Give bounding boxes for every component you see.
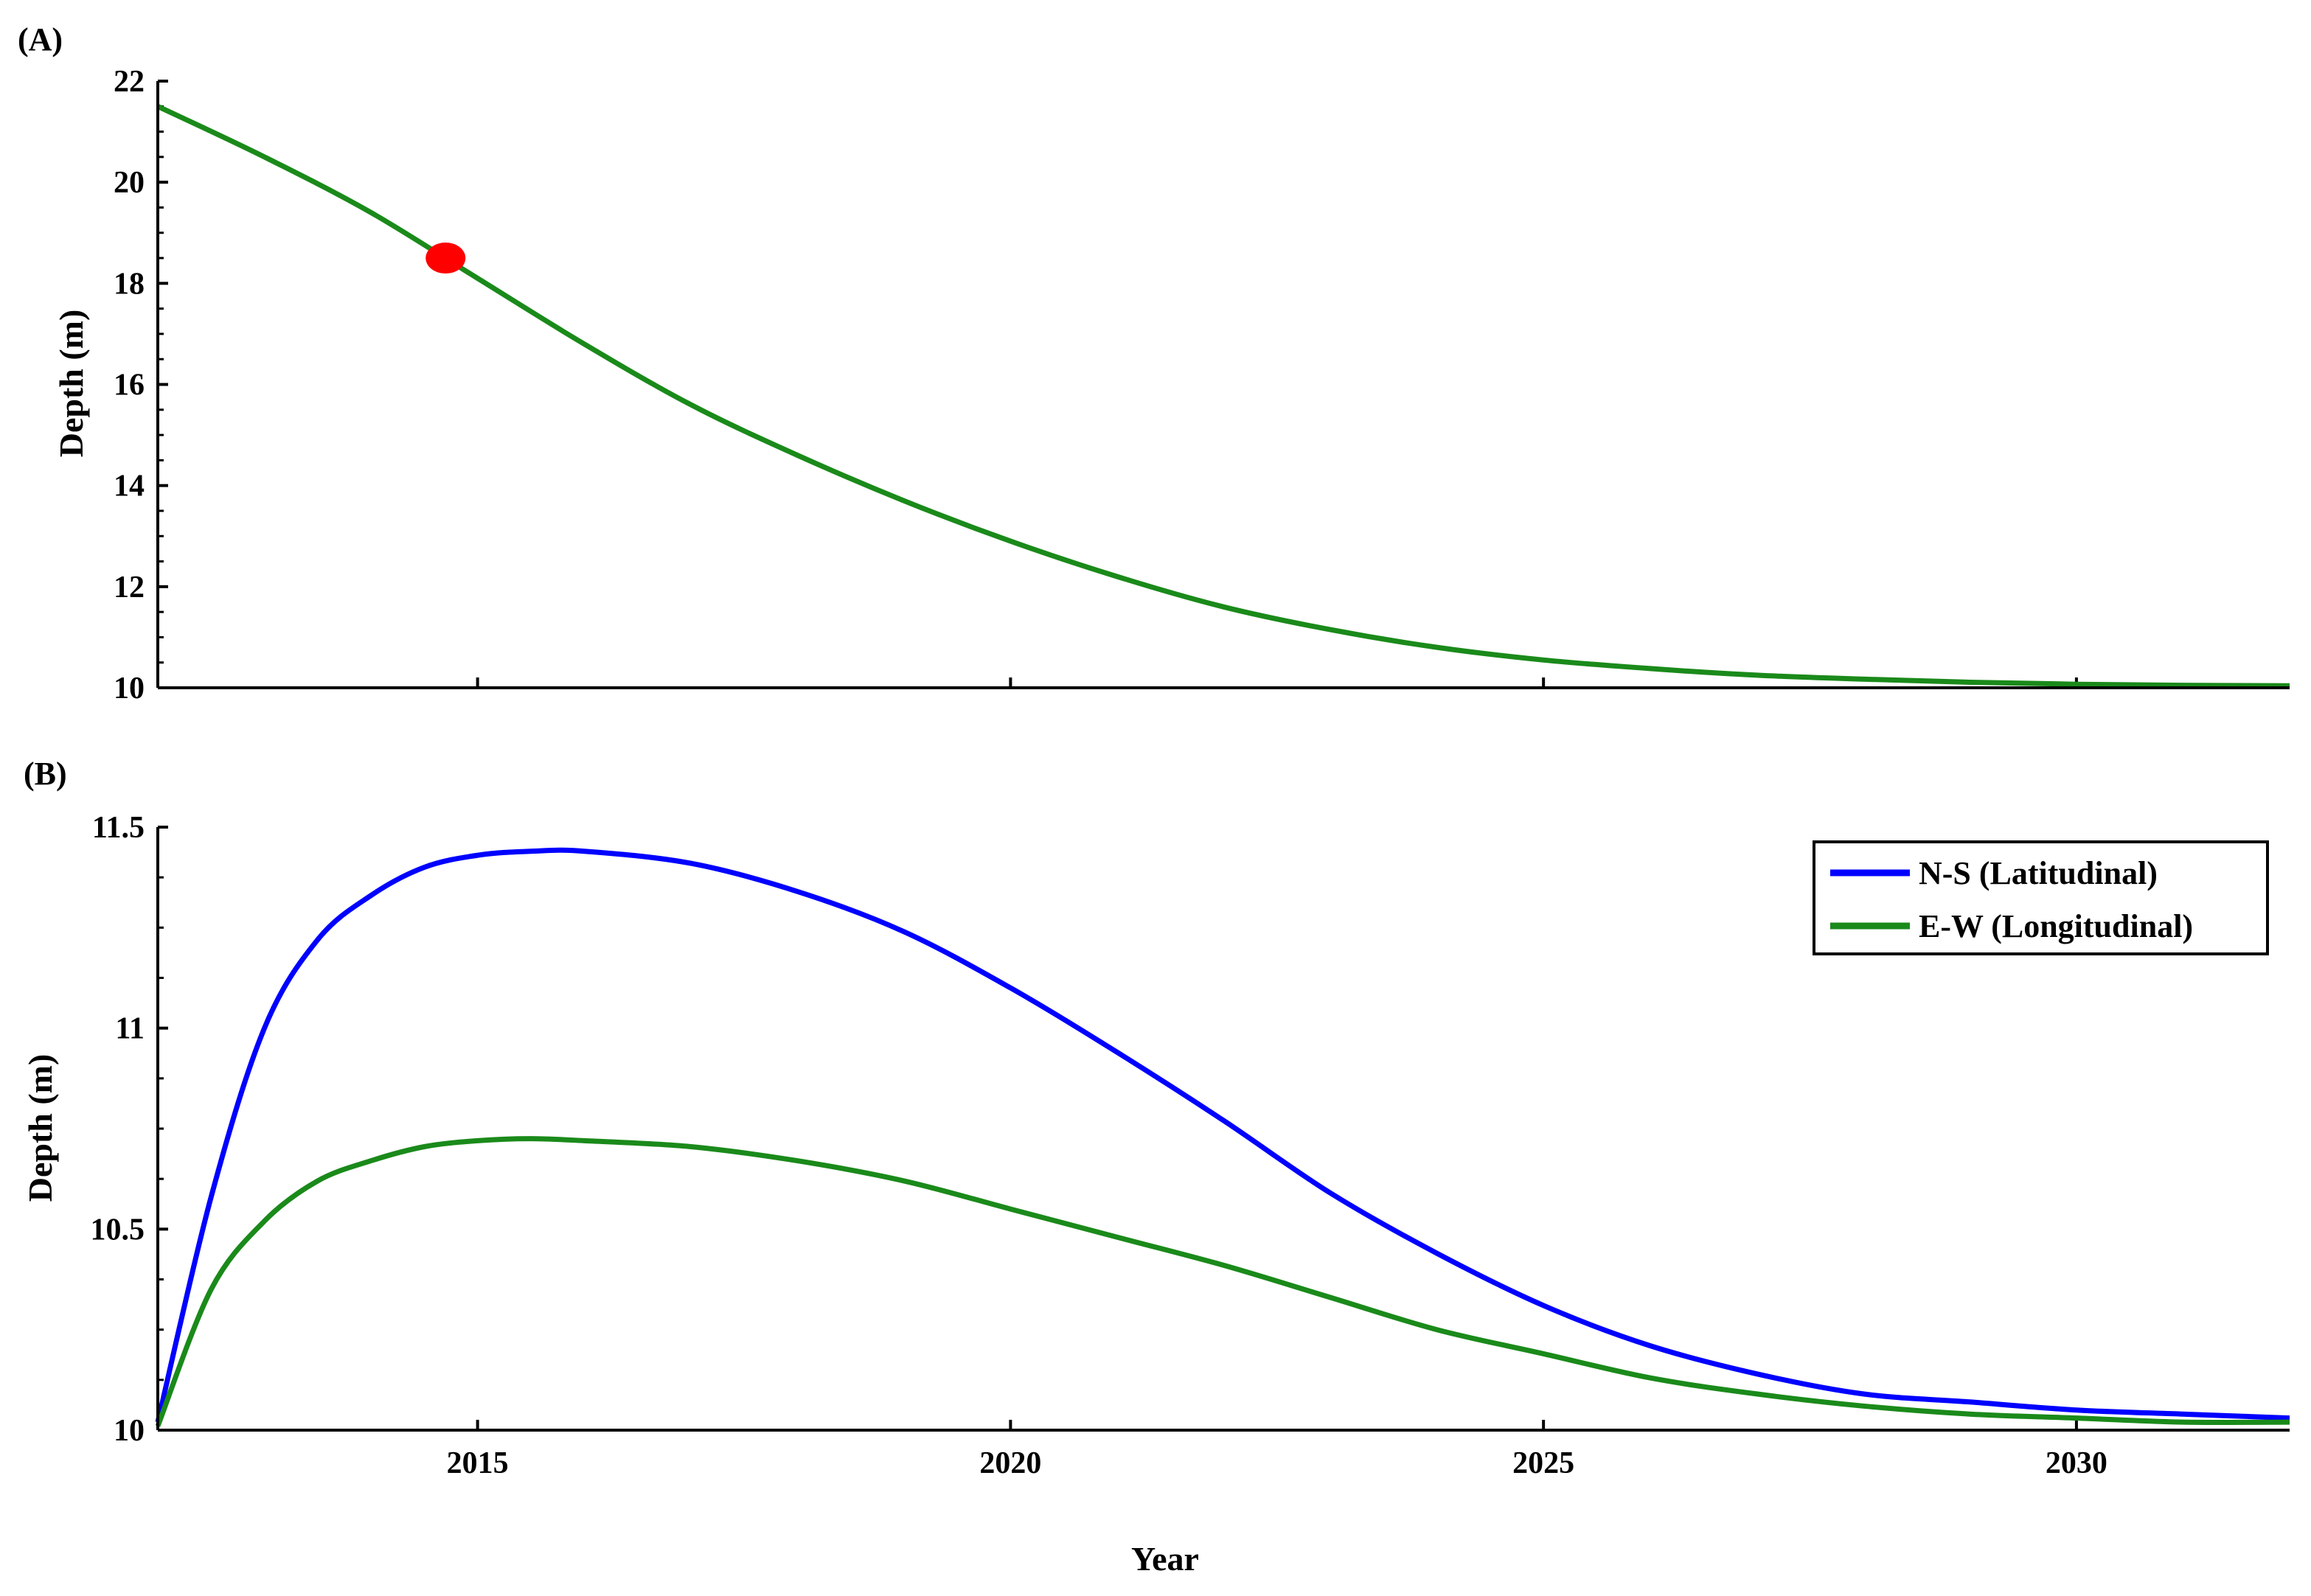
- panel-b-y-axis-title: Depth (m): [21, 1054, 59, 1202]
- panel-a-label: (A): [18, 21, 63, 58]
- panel-a-y-tick-label: 18: [114, 267, 145, 301]
- panel-a-y-axis-title: Depth (m): [52, 310, 90, 458]
- x-axis-title: Year: [1131, 1540, 1199, 1578]
- panel-b-x-tick-label: 2030: [2046, 1446, 2107, 1480]
- panel-b-y-tick-label: 11.5: [92, 811, 145, 845]
- panel-a-highlight-marker: [425, 243, 466, 274]
- panel-b-y-tick-label: 10: [114, 1414, 145, 1448]
- panel-a-y-tick-label: 10: [114, 672, 145, 705]
- panel-a-y-tick-label: 22: [114, 65, 145, 99]
- panel-b-x-tick-label: 2025: [1512, 1446, 1574, 1480]
- legend-label-ns: N-S (Latitudinal): [1919, 855, 2158, 891]
- legend-label-ew: E-W (Longitudinal): [1919, 908, 2193, 944]
- panel-b-y-tick-label: 11: [115, 1012, 145, 1046]
- panel-b-series: [155, 847, 2290, 1427]
- panel-a-series: [156, 104, 2290, 689]
- panel-a-ticks: 10 12 14 16 18 20 22: [114, 65, 2078, 705]
- panel-b: (B) Depth (m) Year 10 10.5 11 11.5 2015 2020 2…: [21, 756, 2290, 1578]
- panel-a: (A) Depth (m) 10 12 14 16 18 20 22: [18, 21, 2290, 705]
- panel-b-x-tick-label: 2020: [979, 1446, 1041, 1480]
- panel-a-series-line-0: [156, 104, 2290, 689]
- panel-b-ticks: 10 10.5 11 11.5 2015 2020 2025 2030: [91, 811, 2107, 1480]
- panel-b-series-line-0: [155, 847, 2290, 1423]
- panel-a-y-tick-label: 14: [114, 470, 145, 503]
- panel-b-x-tick-label: 2015: [447, 1446, 509, 1480]
- panel-a-y-tick-label: 12: [114, 571, 145, 604]
- legend: N-S (Latitudinal) E-W (Longitudinal): [1813, 840, 2269, 955]
- panel-b-series-line-1: [155, 1136, 2290, 1427]
- legend-box: [1813, 840, 2269, 955]
- panel-a-y-tick-label: 20: [114, 166, 145, 200]
- panel-b-y-tick-label: 10.5: [91, 1213, 145, 1247]
- panel-a-y-tick-label: 16: [114, 369, 145, 403]
- panel-b-label: (B): [24, 756, 67, 792]
